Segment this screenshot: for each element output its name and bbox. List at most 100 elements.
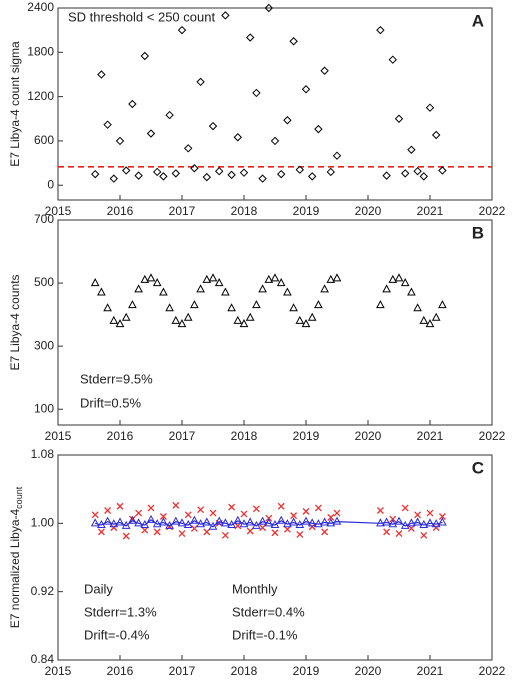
triangle-marker [431, 519, 441, 528]
triangle-marker [115, 319, 125, 328]
x-tick-label: 2017 [169, 429, 196, 443]
triangle-marker [425, 319, 435, 328]
x-marker [159, 513, 167, 520]
diamond-marker [289, 37, 298, 46]
triangle-marker [115, 517, 125, 526]
y-tick-label: 1.00 [31, 516, 55, 530]
triangle-marker [90, 278, 100, 287]
triangle-marker [419, 519, 429, 529]
y-tick-label: 100 [34, 401, 54, 415]
diamond-marker [394, 114, 404, 123]
diamond-marker [301, 85, 311, 94]
x-marker [277, 502, 285, 510]
y-axis-label: E7 normalized Libya-4count [8, 486, 24, 628]
triangle-marker [332, 273, 342, 282]
triangle-marker [407, 287, 416, 296]
x-tick-label: 2022 [479, 429, 506, 443]
triangle-marker [146, 514, 156, 523]
x-marker [135, 509, 143, 517]
triangle-marker [413, 517, 422, 526]
triangle-marker [214, 278, 224, 287]
triangle-marker [196, 284, 205, 293]
triangle-marker [152, 519, 162, 528]
diamond-marker [314, 124, 323, 134]
x-marker [190, 524, 198, 532]
triangle-marker [183, 519, 193, 529]
x-marker [302, 507, 310, 515]
x-marker [246, 527, 254, 535]
triangle-marker [134, 284, 143, 293]
triangle-marker [407, 518, 416, 527]
triangle-marker [97, 519, 106, 529]
diamond-marker [208, 121, 218, 131]
triangle-marker [171, 315, 181, 324]
triangle-marker [283, 519, 292, 528]
triangle-marker [332, 516, 342, 525]
x-marker [314, 504, 322, 512]
x-tick-label: 2016 [107, 429, 134, 443]
triangle-marker [425, 518, 435, 527]
x-marker [333, 509, 341, 517]
triangle-marker [214, 516, 224, 525]
triangle-marker [190, 515, 199, 524]
annotation: Stderr=1.3% [84, 604, 157, 619]
x-marker [296, 530, 304, 538]
x-marker [184, 511, 192, 519]
plot-frame [57, 7, 493, 201]
triangle-marker [103, 303, 112, 312]
triangle-marker [190, 300, 199, 309]
diamond-marker [121, 166, 131, 175]
triangle-marker [382, 517, 391, 526]
triangle-marker [128, 515, 137, 524]
triangle-marker [239, 519, 249, 528]
diamond-marker [320, 66, 329, 75]
x-marker [271, 529, 279, 537]
y-tick-label: 0.92 [31, 584, 55, 598]
x-marker [401, 504, 409, 512]
triangle-marker [152, 278, 162, 287]
triangle-marker [382, 284, 391, 293]
y-tick-label: 700 [34, 212, 54, 226]
x-marker [259, 524, 267, 532]
triangle-marker [252, 520, 261, 529]
x-marker [116, 502, 124, 510]
diamond-marker [307, 172, 317, 181]
triangle-marker [227, 303, 236, 312]
diamond-marker [190, 164, 199, 173]
y-axis-label-main: E7 normalized Libya-4 [8, 508, 22, 628]
x-marker [420, 531, 428, 539]
triangle-marker [146, 273, 156, 282]
x-tick-label: 2020 [355, 429, 382, 443]
y-tick-label: 300 [34, 338, 54, 352]
x-marker [91, 511, 99, 519]
x-marker [97, 528, 105, 536]
diamond-marker [109, 174, 119, 183]
panel: 2015 2016 2017 2018 2019 2020 2021 2022 0.84 0.92… [8, 447, 505, 678]
triangle-marker [326, 518, 336, 527]
x-tick-label: 2017 [169, 664, 196, 678]
triangle-marker [103, 516, 112, 525]
triangle-marker [245, 517, 255, 526]
y-tick-label: 0.84 [31, 652, 55, 666]
triangle-marker [276, 515, 286, 524]
diamond-marker [326, 167, 336, 177]
diamond-marker [376, 25, 385, 35]
triangle-marker [109, 315, 119, 324]
diamond-marker [295, 165, 305, 174]
triangle-marker [159, 287, 168, 296]
diamond-marker [276, 169, 286, 179]
diamond-marker [407, 145, 416, 154]
triangle-marker [202, 517, 212, 526]
triangle-marker [400, 278, 410, 287]
diamond-marker [214, 166, 224, 176]
diamond-marker [419, 172, 429, 181]
diamond-marker [97, 70, 106, 79]
x-tick-label: 2019 [293, 429, 320, 443]
panel-label: A [472, 11, 484, 30]
y-tick-label: 1200 [27, 89, 54, 103]
x-marker [209, 509, 217, 517]
triangle-marker [438, 300, 447, 309]
x-marker [153, 528, 161, 536]
x-marker [389, 515, 397, 523]
diamond-marker [258, 174, 267, 183]
